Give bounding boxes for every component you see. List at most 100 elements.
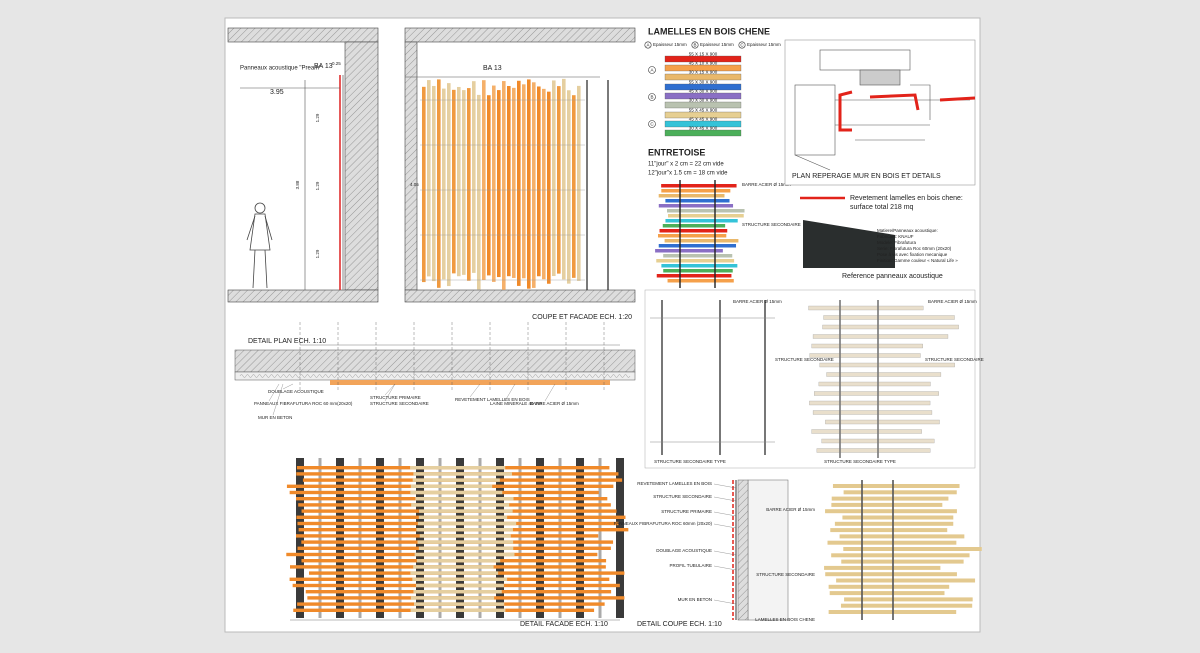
slat bbox=[447, 83, 451, 287]
slat bbox=[413, 565, 494, 569]
slat-swatch bbox=[664, 83, 742, 91]
insulation-wave bbox=[389, 374, 397, 378]
slat bbox=[487, 95, 491, 276]
slat bbox=[661, 184, 737, 188]
slat bbox=[507, 86, 511, 277]
slat bbox=[411, 503, 510, 507]
insulation-wave bbox=[263, 374, 271, 378]
slat bbox=[822, 324, 959, 330]
label: BARRE ACIER Ø 15mm bbox=[742, 182, 791, 187]
insulation-wave bbox=[563, 374, 571, 378]
slat-swatch bbox=[664, 111, 742, 119]
slat bbox=[811, 429, 922, 434]
slat bbox=[452, 89, 456, 274]
insulation-wave bbox=[299, 374, 307, 378]
insulation-wave bbox=[509, 374, 517, 378]
slat bbox=[417, 521, 517, 526]
rod bbox=[398, 458, 402, 618]
slat bbox=[667, 209, 745, 213]
slat-swatch bbox=[664, 92, 742, 100]
legend-text: Revetement lamelles en bois chene: bbox=[850, 195, 963, 202]
insulation-wave bbox=[401, 374, 409, 378]
slat bbox=[527, 79, 531, 289]
slat-label: 30 X 15 X 900 bbox=[689, 70, 718, 75]
slat bbox=[811, 343, 923, 349]
slat bbox=[825, 572, 957, 577]
group-label: Epaisseur 15mm bbox=[653, 42, 687, 47]
insulation-wave bbox=[593, 374, 601, 378]
leader bbox=[544, 383, 556, 402]
wall-layer bbox=[234, 349, 636, 373]
leader bbox=[713, 483, 737, 489]
wall bbox=[747, 479, 789, 621]
slat bbox=[663, 269, 733, 273]
rod bbox=[358, 458, 362, 618]
slat bbox=[663, 254, 733, 258]
slat bbox=[658, 234, 727, 238]
acoustic-spec: Pose à vis avec fixation mecanique bbox=[877, 252, 948, 257]
slat bbox=[410, 596, 495, 600]
label: BARRE ACIER Ø 15mm bbox=[766, 507, 815, 512]
slat bbox=[809, 400, 931, 406]
insulation-wave bbox=[503, 374, 511, 378]
group-marker bbox=[691, 41, 699, 49]
slat bbox=[512, 87, 516, 278]
slat bbox=[413, 590, 502, 594]
label: STRUCTURE SECONDAIRE bbox=[775, 357, 834, 362]
slat bbox=[655, 249, 723, 253]
insulation-wave bbox=[359, 374, 367, 378]
label: MUR EN BETON bbox=[258, 415, 292, 420]
slat-label: 45 X 45 X 900 bbox=[689, 117, 718, 122]
section-label: Panneaux acoustique "Pream" bbox=[240, 66, 321, 72]
label: STRUCTURE SECONDAIRE TYPE bbox=[654, 459, 726, 464]
entretoise-line: 12"jour"x 1.5 cm = 18 cm vide bbox=[648, 171, 728, 177]
primary-structure bbox=[336, 458, 344, 618]
slat bbox=[577, 85, 581, 281]
insulation-wave bbox=[527, 374, 535, 378]
primary-structure bbox=[496, 458, 504, 618]
dim-label: 3.95 bbox=[270, 89, 284, 96]
insulation-wave bbox=[623, 374, 631, 378]
insulation-wave bbox=[419, 374, 427, 378]
insulation-wave bbox=[413, 374, 421, 378]
insulation-wave bbox=[611, 374, 619, 378]
slat bbox=[818, 381, 931, 387]
slat bbox=[415, 497, 514, 501]
label: BARRE ACIER Ø 15mm bbox=[530, 401, 579, 406]
label: STRUCTURE PRIMAIRE bbox=[661, 509, 712, 514]
slat bbox=[497, 90, 501, 278]
slat bbox=[562, 78, 566, 280]
insulation-wave bbox=[521, 374, 529, 378]
floor bbox=[227, 289, 379, 303]
slat bbox=[537, 86, 541, 277]
slat bbox=[842, 515, 954, 520]
slat bbox=[410, 571, 499, 575]
caption: DETAIL FACADE ECH. 1:10 bbox=[520, 621, 608, 628]
rod bbox=[438, 458, 442, 618]
slat bbox=[661, 264, 738, 268]
insulation-wave bbox=[257, 374, 265, 378]
slat bbox=[665, 199, 730, 203]
slat bbox=[830, 528, 948, 533]
insulation-wave bbox=[269, 374, 277, 378]
slat bbox=[552, 80, 556, 277]
primary-structure bbox=[376, 458, 384, 618]
dim-label: 3.88 bbox=[295, 180, 300, 189]
label: DOUBLAGE ACOUSTIQUE bbox=[656, 548, 712, 553]
insulation-wave bbox=[329, 374, 337, 378]
insulation-wave bbox=[479, 374, 487, 378]
primary-structure bbox=[416, 458, 424, 618]
slat bbox=[414, 552, 515, 557]
insulation-wave bbox=[245, 374, 253, 378]
slat bbox=[824, 565, 941, 570]
slat-label: 30 X 45 X 900 bbox=[689, 126, 718, 131]
slat bbox=[522, 84, 526, 279]
label: STRUCTURE SECONDAIRE bbox=[653, 494, 712, 499]
primary-structure bbox=[616, 458, 624, 618]
section-label: BA 13 bbox=[314, 63, 333, 70]
slat-swatch bbox=[664, 64, 742, 72]
slat bbox=[812, 410, 933, 415]
slat bbox=[462, 90, 466, 275]
label: STRUCTURE SECONDAIRE TYPE bbox=[824, 459, 896, 464]
slat bbox=[831, 496, 949, 501]
